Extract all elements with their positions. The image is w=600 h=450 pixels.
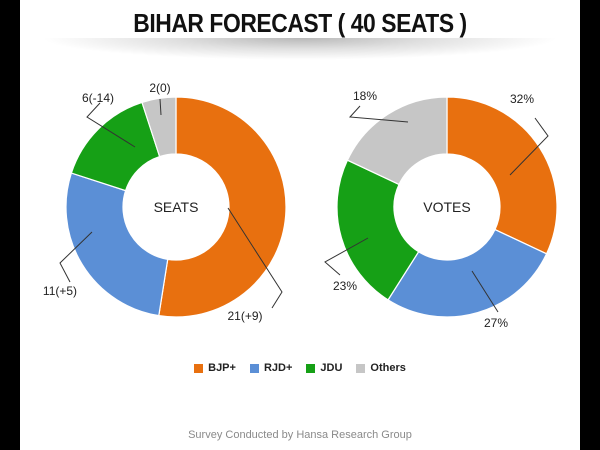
donut-slice-others [346,96,448,186]
legend-label: JDU [320,362,343,374]
donut-slice-rjd [65,172,169,317]
legend-swatch [306,363,316,373]
donut-center-label: VOTES [423,199,470,215]
donut-slice-bjp [446,96,558,255]
donut-slice-rjd [387,228,548,318]
leader-line [324,237,369,276]
chart-title: BIHAR FORECAST ( 40 SEATS ) [133,8,467,38]
slice-value-label: 23% [333,279,357,293]
legend-swatch [249,363,259,373]
donut-slice-bjp [158,96,287,318]
legend-swatch [194,363,204,373]
legend-item-others: Others [356,362,406,374]
slice-value-label: 21(+9) [227,309,262,323]
slice-value-label: 6(-14) [82,91,114,105]
leader-line [159,98,162,116]
source-footer: Survey Conducted by Hansa Research Group [188,429,412,441]
slice-value-label: 27% [484,316,508,330]
leader-line [227,207,283,309]
seats-donut-chart: 21(+9) 11(+5) 6(-14) 2(0) SEATS [43,81,287,323]
donut-charts: 21(+9) 11(+5) 6(-14) 2(0) SEATS 32% 27% 23% 18%… [43,81,558,330]
legend-item-jdu: JDU [306,362,342,374]
leader-line [59,231,93,283]
legend-swatch [356,363,366,373]
slice-value-label: 11(+5) [43,284,77,298]
leader-line [348,105,409,123]
legend-label: RJD+ [263,362,293,374]
donut-slice-jdu [336,159,420,301]
leader-line [86,102,136,148]
donut-slice-others [141,96,177,158]
votes-donut-chart: 32% 27% 23% 18% VOTES [324,89,558,330]
legend-item-rjd: RJD+ [249,362,293,374]
slice-value-label: 18% [353,89,377,103]
slice-value-label: 2(0) [149,81,170,95]
infographic: BIHAR FORECAST ( 40 SEATS ) 21(+9) 11(+5)… [20,0,580,450]
donut-center-label: SEATS [154,199,199,215]
leader-line [471,270,499,313]
legend-item-bjp: BJP+ [194,362,236,374]
legend-label: BJP+ [208,362,236,374]
legend-label: Others [370,362,406,374]
leader-line [509,117,549,176]
legend: BJP+ RJD+ JDU Others [20,362,580,374]
slice-value-label: 32% [510,92,534,106]
title-shadow [40,38,560,60]
